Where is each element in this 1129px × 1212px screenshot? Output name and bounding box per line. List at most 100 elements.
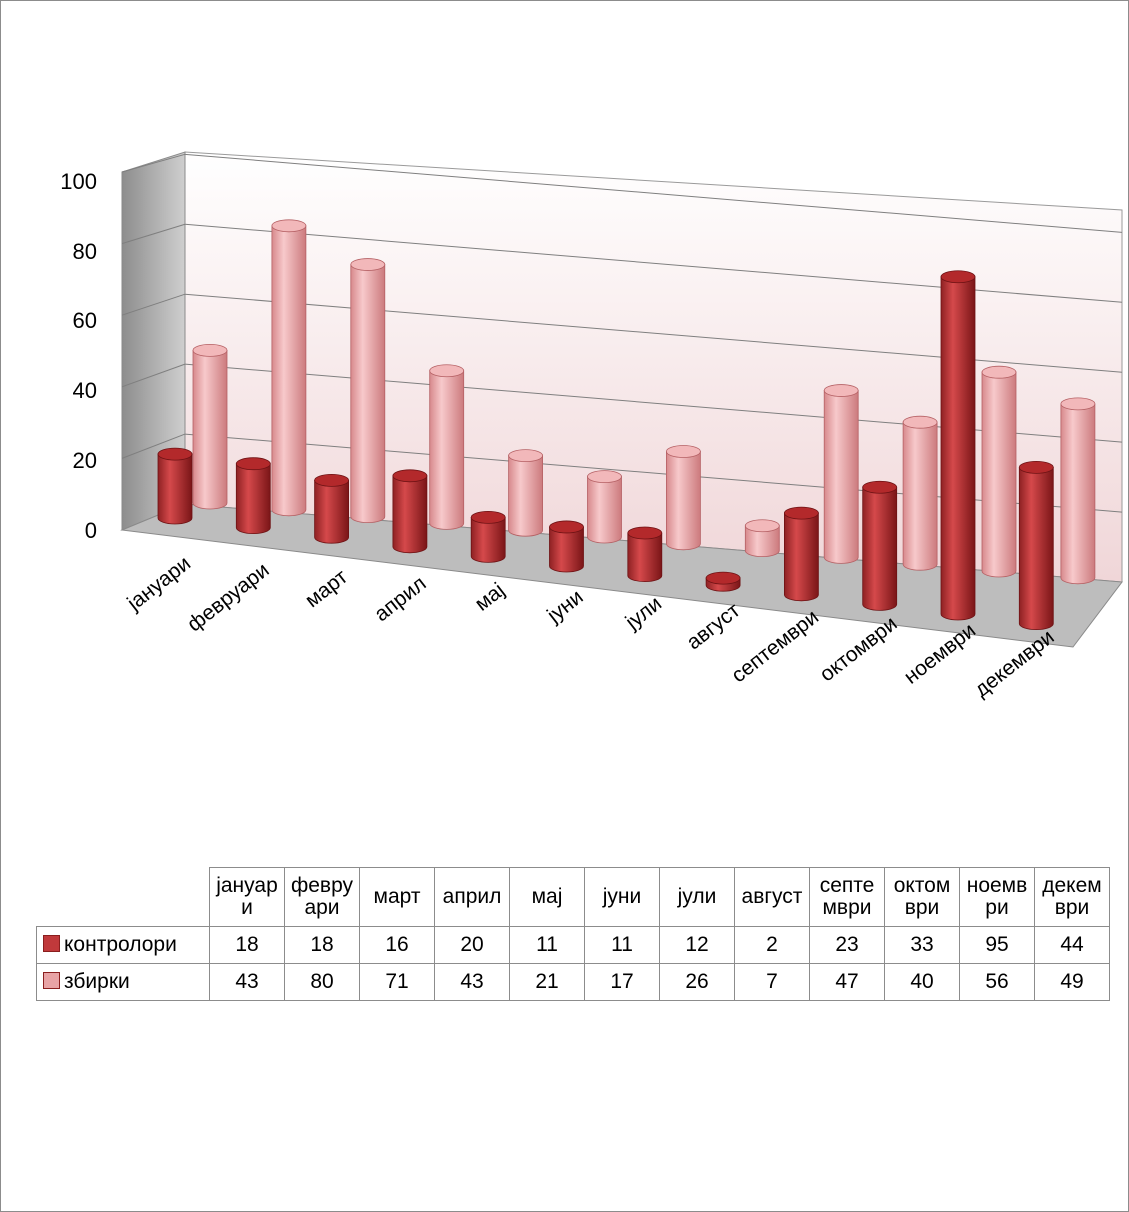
bar-kontrolori-body <box>784 512 819 602</box>
x-tick-label: октомври <box>816 612 902 686</box>
bar-zbirki-body <box>271 225 307 517</box>
table-cell: 12 <box>659 926 735 964</box>
table-cell: 18 <box>284 926 360 964</box>
table-header-cell: март <box>359 867 435 927</box>
bar-kontrolori <box>784 506 819 602</box>
bar-zbirki-top <box>666 445 701 458</box>
bar-kontrolori-top <box>470 510 506 524</box>
table-cell: 33 <box>884 926 960 964</box>
table-header-cell: април <box>434 867 510 927</box>
bar-zbirki-top <box>192 343 228 357</box>
table-cell: 2 <box>734 926 810 964</box>
x-tick-label: февруари <box>183 559 274 637</box>
y-axis: 100 80 60 40 20 0 <box>60 169 97 543</box>
bar-kontrolori-body <box>627 532 663 582</box>
y-tick-label: 20 <box>73 448 97 473</box>
table-cell: 71 <box>359 963 435 1001</box>
table-header-cell: јануар и <box>209 867 285 927</box>
legend-entry-zbirki: збирки <box>36 963 210 1001</box>
y-tick-label: 40 <box>73 378 97 403</box>
y-tick-label: 80 <box>73 239 97 264</box>
y-tick-label: 60 <box>73 308 97 333</box>
table-cell: 56 <box>959 963 1035 1001</box>
table-cell: 95 <box>959 926 1035 964</box>
legend-swatch <box>43 935 60 952</box>
bar-kontrolori-body <box>392 475 428 554</box>
legend-entry-kontrolori: контролори <box>36 926 210 964</box>
bar-kontrolori-top <box>392 469 428 483</box>
bar-kontrolori-top <box>940 270 976 284</box>
bar-kontrolori-body <box>862 486 898 611</box>
bar-kontrolori <box>705 571 741 592</box>
x-tick-label: август <box>682 598 744 654</box>
bar-kontrolori-body <box>940 276 976 621</box>
table-cell: 44 <box>1034 926 1110 964</box>
bar-zbirki <box>902 415 938 571</box>
bar-zbirki-body <box>192 349 228 510</box>
bar-zbirki-top <box>350 258 386 271</box>
x-tick-label: јули <box>621 592 666 635</box>
bar-kontrolori <box>549 520 584 573</box>
bar-kontrolori-body <box>1018 467 1054 630</box>
series-kontrolori <box>157 270 1054 630</box>
bar-zbirki <box>981 365 1017 578</box>
table-cell: 16 <box>359 926 435 964</box>
bar-zbirki-body <box>1060 403 1096 585</box>
bar-zbirki-top <box>271 219 307 233</box>
bar-zbirki-top <box>981 365 1017 379</box>
table-header-cell: јули <box>659 867 735 927</box>
bar-zbirki-top <box>744 519 780 533</box>
x-tick-label: март <box>301 565 352 612</box>
table-cell: 23 <box>809 926 885 964</box>
bar-kontrolori <box>157 447 193 525</box>
gridline <box>121 293 186 316</box>
y-tick-label: 0 <box>85 518 97 543</box>
bar-zbirki-top <box>587 470 622 484</box>
bar-zbirki-body <box>429 370 465 530</box>
bar-kontrolori-top <box>784 506 819 520</box>
data-table: јануар и февру ари март април мај јуни ј… <box>36 867 1110 1001</box>
x-tick-label: јуни <box>542 585 587 627</box>
bar-zbirki-top <box>1060 397 1096 411</box>
table-row-kontrolori: контролори 18 18 16 20 11 11 12 2 23 33 … <box>36 926 1110 964</box>
bar-zbirki-body <box>666 451 701 551</box>
table-cell: 11 <box>584 926 660 964</box>
bar-kontrolori-top <box>1018 460 1054 474</box>
bar-zbirki <box>587 470 622 544</box>
x-tick-label: јануари <box>122 552 195 616</box>
gridline <box>121 153 186 173</box>
x-tick-label: мај <box>471 579 509 616</box>
table-cell: 47 <box>809 963 885 1001</box>
bar-kontrolori-body <box>470 516 506 563</box>
table-row-zbirki: збирки 43 80 71 43 21 17 26 7 47 40 56 4… <box>36 963 1110 1001</box>
table-cell: 80 <box>284 963 360 1001</box>
table-header-cell: февру ари <box>284 867 360 927</box>
table-header-cell: август <box>734 867 810 927</box>
legend-swatch <box>43 972 60 989</box>
table-cell: 43 <box>434 963 510 1001</box>
y-tick-label: 100 <box>60 169 97 194</box>
bar-zbirki <box>192 343 228 510</box>
bar-kontrolori-top <box>157 447 193 461</box>
bar-kontrolori <box>862 480 898 611</box>
table-cell: 7 <box>734 963 810 1001</box>
table-header-cell: октом ври <box>884 867 960 927</box>
bar-zbirki <box>823 384 859 564</box>
table-cell: 20 <box>434 926 510 964</box>
gridline <box>121 433 186 459</box>
table-cell: 26 <box>659 963 735 1001</box>
bar-zbirki-top <box>902 415 938 429</box>
bar-zbirki <box>271 219 307 517</box>
bar-kontrolori-body <box>549 526 584 573</box>
table-header-cell: ноемв ри <box>959 867 1035 927</box>
bar-zbirki-body <box>350 264 386 523</box>
bar-kontrolori-top <box>627 526 663 540</box>
gridline <box>121 223 186 245</box>
bar-kontrolori <box>627 526 663 582</box>
table-cell: 18 <box>209 926 285 964</box>
bar-zbirki <box>508 449 543 537</box>
bar-kontrolori-top <box>862 480 898 494</box>
table-cell: 43 <box>209 963 285 1001</box>
bar-kontrolori <box>392 469 428 554</box>
bar-kontrolori-body <box>157 453 193 525</box>
